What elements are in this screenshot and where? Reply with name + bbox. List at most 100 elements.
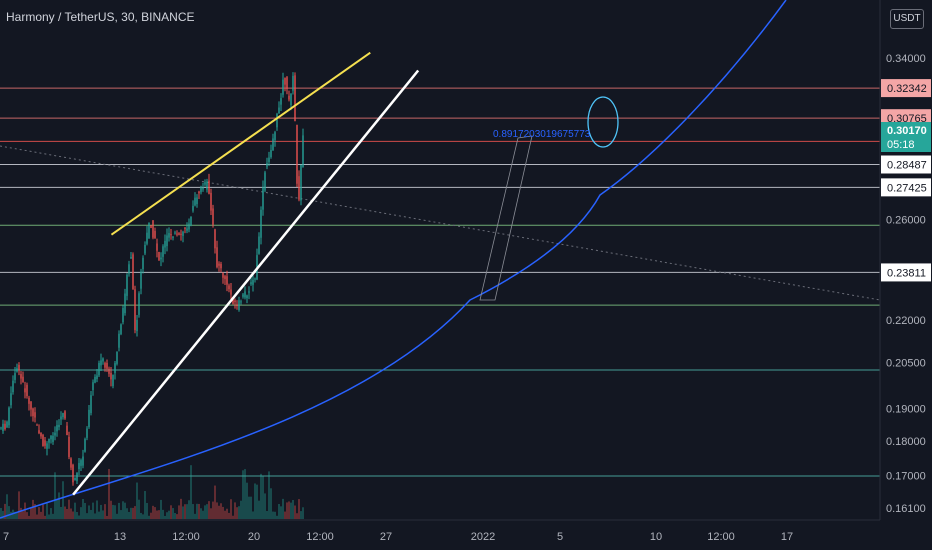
support-trendline[interactable] (72, 69, 420, 496)
volume-bar (244, 469, 246, 519)
volume-bar (6, 494, 8, 519)
candle-body (12, 380, 14, 393)
candle-body (208, 180, 210, 194)
volume-bar (146, 502, 148, 519)
volume-bar (72, 511, 74, 519)
candle-body (102, 358, 104, 362)
volume-bar (246, 482, 248, 519)
volume-bar (28, 515, 30, 519)
candle-body (214, 229, 216, 249)
volume-bar (44, 515, 46, 519)
volume-bar (220, 503, 222, 519)
volume-bar (232, 515, 234, 519)
volume-bar (98, 511, 100, 519)
volume-bar (124, 502, 126, 519)
parallel-channel (479, 135, 533, 301)
candle-body (150, 225, 152, 228)
candle-body (220, 263, 222, 269)
volume-bar (78, 515, 80, 519)
candle-body (42, 435, 44, 447)
candle-body (250, 282, 252, 285)
time-axis[interactable] (0, 520, 932, 550)
volume-bar (100, 504, 102, 519)
candle-body (106, 362, 108, 369)
candle-body (80, 460, 82, 466)
candle-body (68, 436, 70, 457)
price-tick-label: 0.18000 (886, 436, 926, 448)
volume-bar (130, 507, 132, 519)
volume-bar (46, 503, 48, 519)
candle-body (22, 376, 24, 383)
volume-bar (104, 504, 106, 519)
candle-body (260, 209, 262, 238)
candle-body (124, 293, 126, 314)
candle-body (282, 79, 284, 95)
price-axis-ticks: 0.34000 0.26000 0.22000 0.20500 0.19000 0.180… (886, 53, 926, 515)
volume-bar (200, 508, 202, 519)
resistance-trendline[interactable] (110, 51, 371, 236)
candle-body (126, 274, 128, 296)
candle-body (302, 135, 304, 168)
candle-body (86, 428, 88, 438)
volume-bar (118, 502, 120, 519)
volume-bar (2, 510, 4, 519)
candle-body (298, 176, 300, 200)
candle-body (294, 75, 296, 122)
candle-body (58, 424, 60, 428)
candle-body (10, 393, 12, 406)
volume-bar (266, 511, 268, 519)
candle-body (168, 233, 170, 238)
price-level-tag: 0.27425 (887, 182, 927, 194)
volume-bar (88, 505, 90, 519)
price-level-tag-bg (881, 263, 931, 282)
volume-bar (176, 514, 178, 519)
candle-body (30, 401, 32, 410)
price-tick-label: 0.19000 (886, 403, 926, 415)
candle-body (62, 413, 64, 418)
symbol-title: Harmony / TetherUS, 30, BINANCE (6, 10, 195, 24)
candle-body (90, 395, 92, 413)
volume-bar (208, 501, 210, 519)
volume-bar (196, 503, 198, 519)
candle-body (28, 397, 30, 404)
candle-body (230, 289, 232, 295)
candle-body (244, 291, 246, 298)
candle-body (192, 205, 194, 211)
candle-body (104, 363, 106, 368)
volume-bar (178, 505, 180, 519)
volume-bar (168, 510, 170, 519)
volume-bar (198, 503, 200, 519)
volume-bar (132, 507, 134, 519)
volume-bar (158, 510, 160, 519)
dotted-trendline (0, 145, 881, 301)
candle-body (84, 439, 86, 452)
candle-body (278, 107, 280, 114)
time-tick-label: 20 (248, 531, 260, 543)
volume-bar (60, 506, 62, 519)
volume-bar (180, 498, 182, 519)
volume-bar (32, 499, 34, 519)
volume-bar (128, 511, 130, 519)
volume-bar (240, 500, 242, 519)
candle-body (240, 301, 242, 303)
candle-body (2, 423, 4, 432)
volume-bar (258, 500, 260, 519)
volume-bar (192, 504, 194, 519)
volume-bar (234, 502, 236, 519)
candle-body (204, 182, 206, 185)
candle-body (116, 351, 118, 364)
price-tick-label: 0.34000 (886, 53, 926, 65)
candle-body (154, 230, 156, 239)
volume-bar (8, 506, 10, 519)
candle-body (66, 425, 68, 436)
candle-body (210, 192, 212, 211)
candle-body (184, 227, 186, 229)
currency-button[interactable]: USDT (890, 9, 924, 29)
candle-body (222, 273, 224, 278)
volume-bar (222, 506, 224, 519)
volume-bar (296, 513, 298, 519)
candle-body (296, 125, 298, 184)
candle-body (78, 463, 80, 470)
volume-bar (76, 511, 78, 519)
